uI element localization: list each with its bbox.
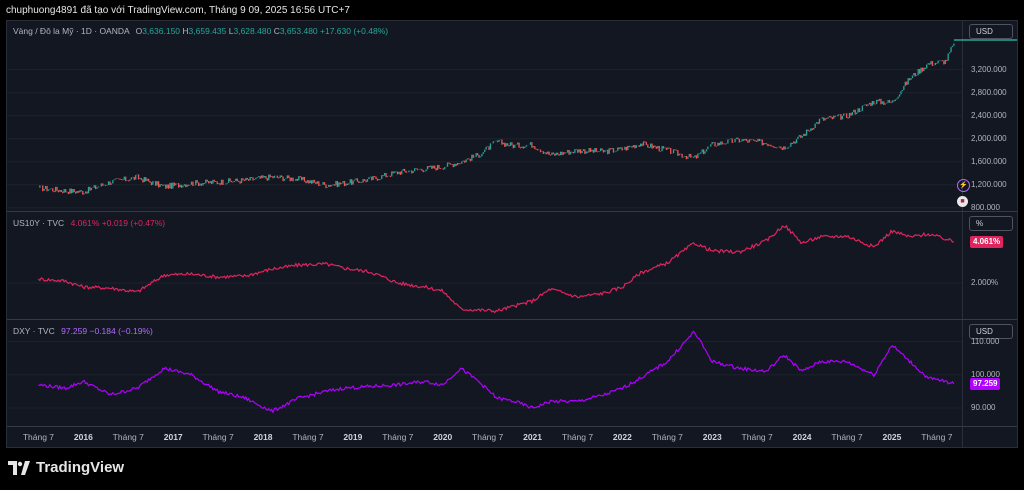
price-axis-separator	[962, 21, 963, 447]
us10y-value: 4.061%	[70, 218, 100, 228]
dxy-change: −0.184 (−0.19%)	[89, 326, 153, 336]
gold-low-key: L	[228, 26, 234, 36]
brand-name: TradingView	[36, 459, 125, 476]
gold-close-key: C	[273, 26, 280, 36]
time-axis-label[interactable]: Tháng 7	[561, 432, 594, 442]
price-tick-label[interactable]: 2,800.000	[971, 87, 1007, 97]
gold-change: +17.630 (+0.48%)	[320, 26, 389, 36]
time-axis-label[interactable]: Tháng 7	[472, 432, 504, 442]
price-tick-label[interactable]: 3,200.000	[971, 64, 1007, 74]
us10y-change: +0.019 (+0.47%)	[101, 218, 166, 228]
time-axis-label[interactable]: 2023	[702, 432, 722, 442]
time-axis-label[interactable]: 2024	[792, 432, 812, 442]
gold-legend[interactable]: Vàng / Đô la Mỹ · 1D · OANDA O3,636.150 …	[13, 26, 388, 36]
lightning-icon[interactable]: ⚡	[957, 179, 970, 192]
pane-separator-1[interactable]	[7, 211, 1017, 212]
dxy-unit-button[interactable]: USD	[969, 324, 1013, 339]
price-tick-label[interactable]: 90.000	[971, 403, 996, 413]
time-axis-label[interactable]: Tháng 7	[741, 432, 773, 442]
chart-canvas[interactable]	[7, 21, 1017, 447]
dxy-value: 97.259	[61, 326, 88, 336]
us10y-symbol-name[interactable]: US10Y · TVC	[13, 218, 65, 228]
price-tick-label[interactable]: 100.000	[971, 369, 1000, 379]
us10y-last-price-tag: 4.061%	[970, 235, 1004, 248]
time-axis-label[interactable]: 2017	[163, 432, 183, 442]
pane-separator-2[interactable]	[7, 319, 1017, 320]
tradingview-logo[interactable]: TradingView	[8, 459, 124, 476]
price-tick-label[interactable]: 1,600.000	[971, 156, 1007, 166]
tradingview-logo-icon	[8, 460, 30, 475]
gold-symbol-name[interactable]: Vàng / Đô la Mỹ · 1D · OANDA	[13, 26, 130, 36]
us10y-legend[interactable]: US10Y · TVC 4.061% +0.019 (+0.47%)	[13, 218, 165, 228]
gold-open: 3,636.150	[142, 26, 181, 36]
gold-unit-button[interactable]: USD	[969, 24, 1013, 39]
gold-high-key: H	[182, 26, 189, 36]
time-axis-label[interactable]: 2020	[433, 432, 453, 442]
gold-open-key: O	[135, 26, 143, 36]
time-axis-label[interactable]: 2025	[882, 432, 902, 442]
time-axis-label[interactable]: Tháng 7	[202, 432, 234, 442]
price-tick-label[interactable]: 800.000	[971, 202, 1000, 212]
dxy-last-price-tag: 97.259	[970, 377, 1001, 390]
chart-frame[interactable]: Vàng / Đô la Mỹ · 1D · OANDA O3,636.150 …	[6, 20, 1018, 448]
time-axis-label[interactable]: 2019	[343, 432, 363, 442]
time-axis-label[interactable]: 2022	[612, 432, 632, 442]
us10y-unit-button[interactable]: %	[969, 216, 1013, 231]
chart-header: chuphuong4891 đã tạo với TradingView.com…	[6, 5, 350, 16]
flag-icon[interactable]: ■	[957, 196, 968, 207]
gold-low: 3,628.480	[233, 26, 272, 36]
us10y-series-line[interactable]	[37, 224, 954, 314]
time-axis-label[interactable]: 2018	[253, 432, 273, 442]
time-axis-label[interactable]: Tháng 7	[831, 432, 863, 442]
time-axis-separator	[7, 426, 1017, 427]
time-axis-label[interactable]: Tháng 7	[22, 432, 55, 442]
price-tick-label[interactable]: 1,200.000	[971, 179, 1007, 189]
time-axis-label[interactable]: Tháng 7	[651, 432, 683, 442]
price-tick-label[interactable]: 110.000	[971, 336, 1000, 346]
price-tick-label[interactable]: 2,000.000	[971, 133, 1007, 143]
dxy-legend[interactable]: DXY · TVC 97.259 −0.184 (−0.19%)	[13, 326, 153, 336]
price-tick-label[interactable]: 2.000%	[971, 278, 999, 287]
time-axis-label[interactable]: 2016	[73, 432, 93, 442]
dxy-symbol-name[interactable]: DXY · TVC	[13, 326, 55, 336]
time-axis-label[interactable]: 2021	[523, 432, 543, 442]
time-axis-label[interactable]: Tháng 7	[382, 432, 414, 442]
gold-high: 3,659.435	[188, 26, 227, 36]
time-axis-label[interactable]: Tháng 7	[292, 432, 324, 442]
gold-close: 3,653.480	[279, 26, 318, 36]
time-axis-label[interactable]: Tháng 7	[921, 432, 953, 442]
dxy-series-line[interactable]	[38, 330, 955, 414]
time-axis-label[interactable]: Tháng 7	[112, 432, 144, 442]
price-tick-label[interactable]: 2,400.000	[971, 110, 1007, 120]
